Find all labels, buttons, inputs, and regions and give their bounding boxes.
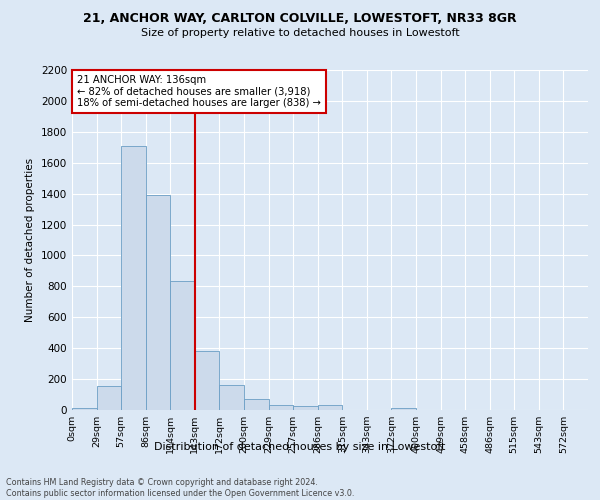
Bar <box>269 404 293 410</box>
Text: 21, ANCHOR WAY, CARLTON COLVILLE, LOWESTOFT, NR33 8GR: 21, ANCHOR WAY, CARLTON COLVILLE, LOWEST… <box>83 12 517 26</box>
Text: Distribution of detached houses by size in Lowestoft: Distribution of detached houses by size … <box>154 442 446 452</box>
Text: Contains HM Land Registry data © Crown copyright and database right 2024.
Contai: Contains HM Land Registry data © Crown c… <box>6 478 355 498</box>
Y-axis label: Number of detached properties: Number of detached properties <box>25 158 35 322</box>
Bar <box>293 406 318 410</box>
Bar <box>146 195 170 410</box>
Bar <box>244 399 269 410</box>
Bar <box>97 386 121 410</box>
Bar <box>121 146 146 410</box>
Bar <box>170 281 195 410</box>
Bar <box>72 408 97 410</box>
Bar <box>195 350 220 410</box>
Text: 21 ANCHOR WAY: 136sqm
← 82% of detached houses are smaller (3,918)
18% of semi-d: 21 ANCHOR WAY: 136sqm ← 82% of detached … <box>77 75 321 108</box>
Bar <box>318 406 342 410</box>
Bar <box>391 408 416 410</box>
Text: Size of property relative to detached houses in Lowestoft: Size of property relative to detached ho… <box>140 28 460 38</box>
Bar <box>220 384 244 410</box>
